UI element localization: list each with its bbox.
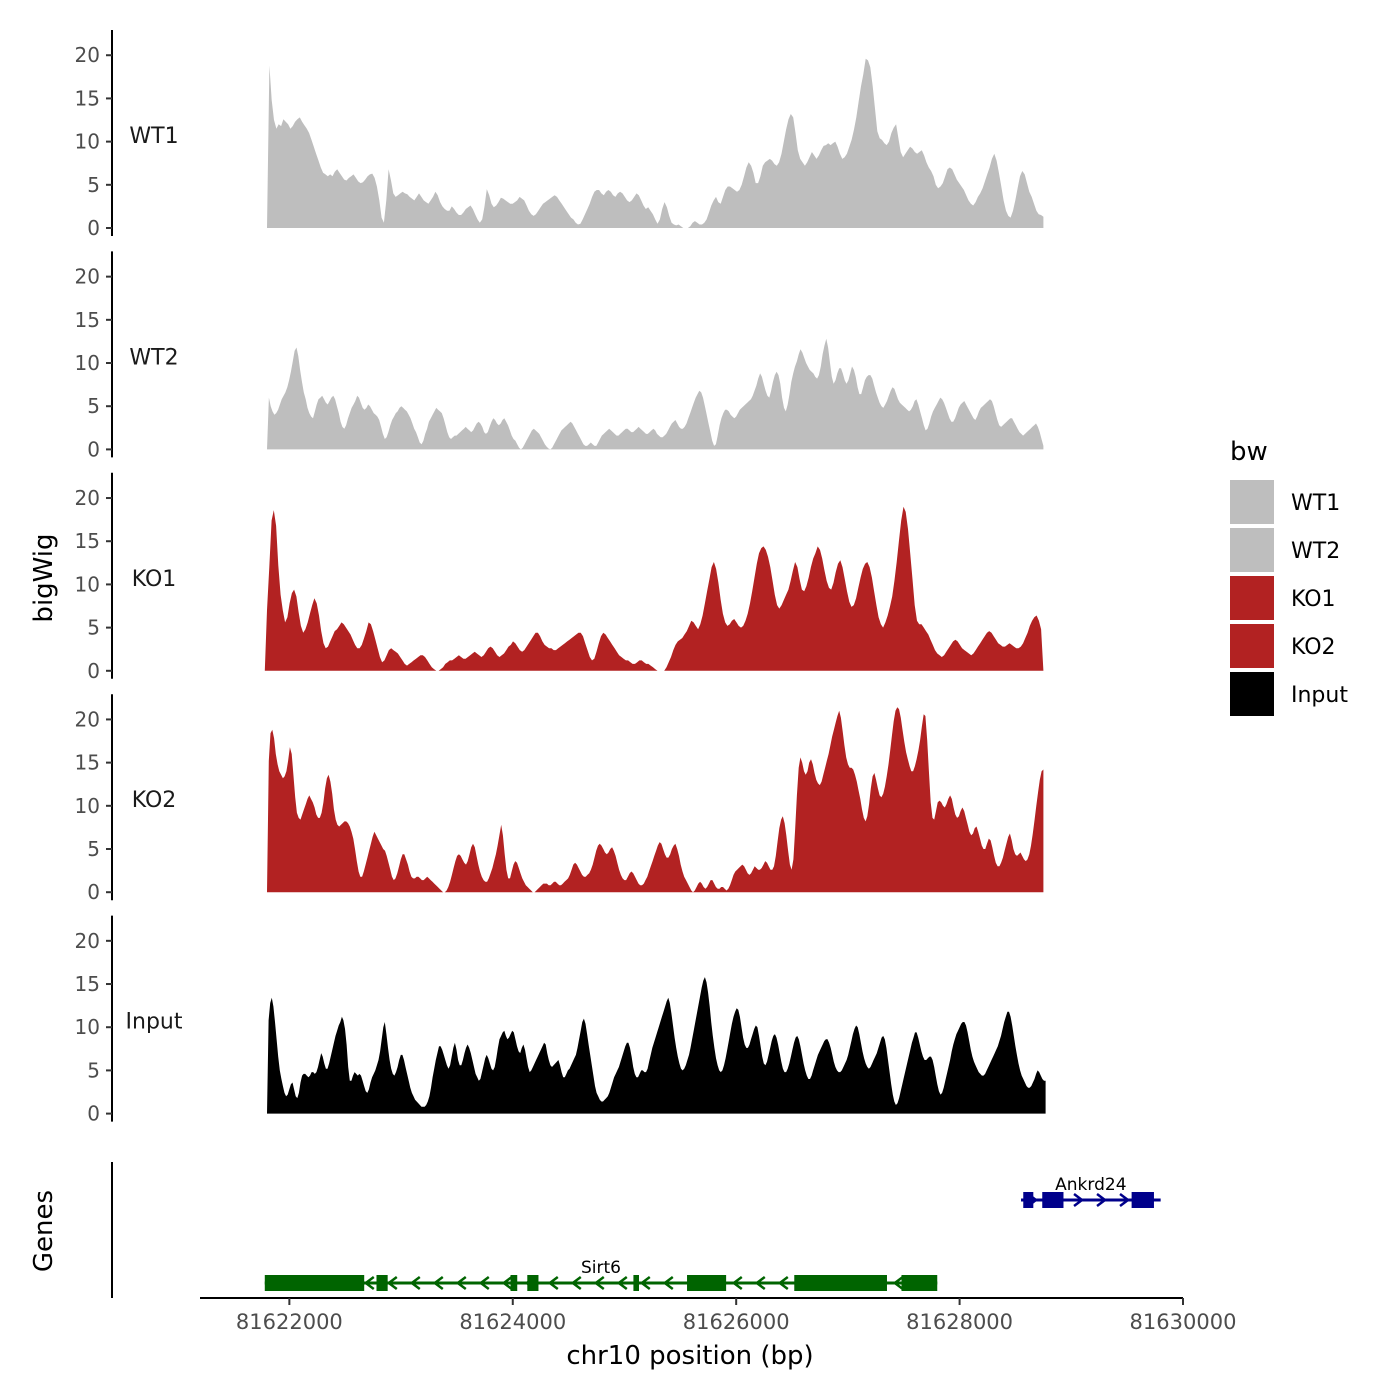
strand-arrow-Sirt6-14 [593, 1276, 605, 1290]
exon-Ankrd24-0 [1023, 1192, 1034, 1208]
y-tick-label-WT1-0: 0 [87, 216, 100, 240]
legend-key-WT1 [1230, 480, 1274, 524]
exon-Sirt6-5 [687, 1275, 727, 1291]
legend-key-KO1 [1230, 576, 1274, 620]
track-label-WT1: WT1 [129, 124, 178, 149]
strand-arrow-Sirt6-16 [639, 1276, 651, 1290]
track-label-Input: Input [126, 1010, 183, 1035]
track-panel-WT1: 0 5 10 15 20 WT1 [75, 30, 1044, 240]
exon-Sirt6-3 [527, 1275, 539, 1291]
track-area-Input [267, 977, 1046, 1114]
gene-name-Sirt6: Sirt6 [581, 1258, 621, 1278]
y-tick-label-WT2-4: 20 [75, 265, 100, 289]
track-label-WT2: WT2 [129, 345, 178, 370]
y-tick-label-KO1-3: 15 [75, 529, 100, 553]
gene-Sirt6: Sirt6 [264, 1258, 938, 1291]
legend-label-WT2: WT2 [1291, 539, 1340, 564]
gene-name-Ankrd24: Ankrd24 [1055, 1175, 1126, 1195]
y-tick-label-Input-1: 5 [87, 1058, 100, 1082]
exon-Sirt6-0 [264, 1275, 365, 1291]
legend-key-WT2 [1230, 528, 1274, 572]
y-tick-label-WT1-4: 20 [75, 43, 100, 67]
x-tick-label-4: 81630000 [1130, 1310, 1237, 1334]
exon-Ankrd24-2 [1131, 1192, 1154, 1208]
strand-arrow-Ankrd24-2 [1073, 1193, 1085, 1207]
x-axis-title: chr10 position (bp) [566, 1341, 813, 1371]
y-tick-label-KO2-1: 5 [87, 837, 100, 861]
track-panel-KO1: 0 5 10 15 20 KO1 [75, 472, 1044, 683]
y-tick-label-WT1-1: 5 [87, 173, 100, 197]
y-tick-label-WT1-2: 10 [75, 130, 100, 154]
y-tick-label-WT2-3: 15 [75, 308, 100, 332]
legend-title: bw [1230, 437, 1268, 467]
strand-arrow-Ankrd24-4 [1119, 1193, 1131, 1207]
y-tick-label-KO2-4: 20 [75, 707, 100, 731]
strand-arrow-Sirt6-10 [501, 1276, 513, 1290]
genes-panel: Genes Sirt6 Ankrd24 [29, 1162, 1161, 1298]
y-tick-label-KO1-2: 10 [75, 572, 100, 596]
y-tick-label-KO1-4: 20 [75, 486, 100, 510]
strand-arrow-Sirt6-9 [478, 1276, 490, 1290]
strand-arrow-Sirt6-5 [386, 1276, 398, 1290]
y-tick-label-Input-0: 0 [87, 1102, 100, 1126]
strand-arrow-Sirt6-17 [662, 1276, 674, 1290]
legend-label-Input: Input [1291, 683, 1348, 708]
x-axis: chr10 position (bp) 81622000 81624000 8162… [200, 1297, 1237, 1371]
exon-Sirt6-2 [510, 1275, 518, 1291]
y-tick-label-KO2-2: 10 [75, 794, 100, 818]
track-label-KO1: KO1 [132, 567, 177, 592]
legend: bw WT1 WT2 KO1 KO2 Input [1230, 437, 1348, 716]
exon-Sirt6-4 [633, 1275, 639, 1291]
exon-Ankrd24-1 [1042, 1192, 1064, 1208]
strand-arrow-Sirt6-13 [570, 1276, 582, 1290]
y-tick-label-WT2-2: 10 [75, 351, 100, 375]
x-tick-label-1: 81624000 [459, 1310, 566, 1334]
genes-panel-label: Genes [29, 1190, 59, 1272]
legend-label-KO1: KO1 [1291, 587, 1336, 612]
exon-Sirt6-6 [794, 1275, 887, 1291]
track-area-KO1 [264, 506, 1044, 671]
track-area-KO2 [267, 707, 1044, 893]
y-tick-label-WT1-3: 15 [75, 86, 100, 110]
x-tick-label-0: 81622000 [236, 1310, 343, 1334]
x-tick-label-3: 81628000 [906, 1310, 1013, 1334]
strand-arrow-Sirt6-15 [616, 1276, 628, 1290]
track-area-WT1 [267, 58, 1044, 229]
y-tick-label-KO1-0: 0 [87, 659, 100, 683]
strand-arrow-Ankrd24-3 [1096, 1193, 1108, 1207]
strand-arrow-Sirt6-6 [409, 1276, 421, 1290]
track-panel-Input: 0 5 10 15 20 Input [75, 915, 1046, 1126]
y-tick-label-Input-2: 10 [75, 1015, 100, 1039]
strand-arrow-Sirt6-22 [777, 1276, 789, 1290]
y-axis-title: bigWig [29, 533, 59, 622]
strand-arrow-Sirt6-12 [547, 1276, 559, 1290]
strand-arrow-Sirt6-27 [892, 1276, 904, 1290]
y-tick-label-KO1-1: 5 [87, 616, 100, 640]
track-label-KO2: KO2 [132, 788, 177, 813]
exon-Sirt6-1 [376, 1275, 388, 1291]
y-tick-label-Input-4: 20 [75, 929, 100, 953]
y-tick-label-WT2-1: 5 [87, 394, 100, 418]
strand-arrow-Sirt6-21 [754, 1276, 766, 1290]
track-panel-WT2: 0 5 10 15 20 WT2 [75, 251, 1044, 461]
tracks-layer: 0 5 10 15 20 WT1 0 5 10 15 20 WT2 0 5 10 15 20 KO1 0 5 10 15 2… [75, 30, 1046, 1126]
track-panel-KO2: 0 5 10 15 20 KO2 [75, 694, 1044, 904]
strand-arrow-Sirt6-8 [455, 1276, 467, 1290]
y-tick-label-Input-3: 15 [75, 972, 100, 996]
exon-Sirt6-7 [901, 1275, 938, 1291]
strand-arrow-Sirt6-20 [731, 1276, 743, 1290]
strand-arrow-Sirt6-7 [432, 1276, 444, 1290]
gene-Ankrd24: Ankrd24 [1021, 1175, 1161, 1208]
y-tick-label-KO2-3: 15 [75, 751, 100, 775]
legend-label-KO2: KO2 [1291, 635, 1336, 660]
legend-key-KO2 [1230, 624, 1274, 668]
track-area-WT2 [267, 338, 1044, 450]
strand-arrow-Sirt6-4 [363, 1276, 375, 1290]
y-tick-label-WT2-0: 0 [87, 437, 100, 461]
legend-key-Input [1230, 672, 1274, 716]
x-tick-label-2: 81626000 [683, 1310, 790, 1334]
legend-label-WT1: WT1 [1291, 491, 1340, 516]
y-tick-label-KO2-0: 0 [87, 880, 100, 904]
